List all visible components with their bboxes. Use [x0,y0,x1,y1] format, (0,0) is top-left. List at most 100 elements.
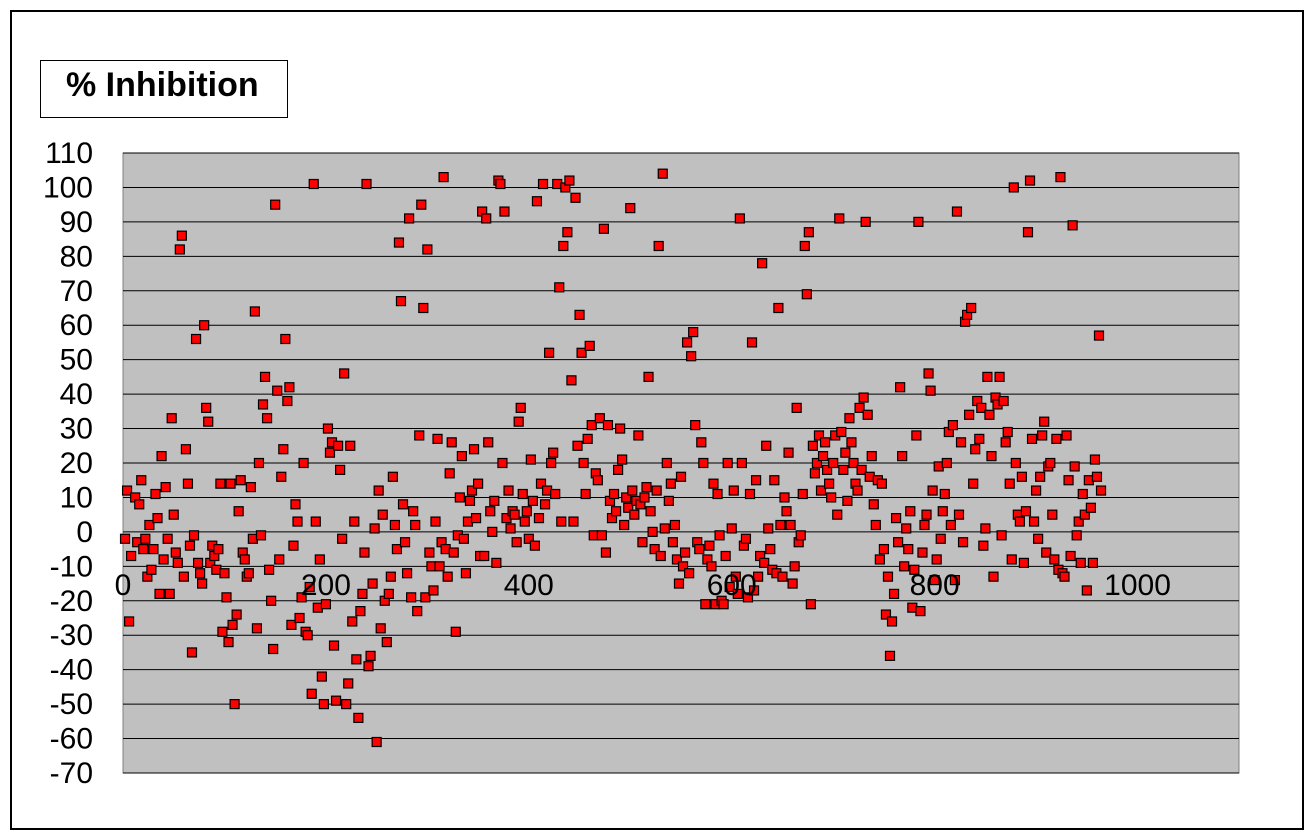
data-point [868,499,879,510]
data-point [815,485,827,496]
data-point [986,451,997,462]
data-point [917,547,928,558]
data-point [233,506,244,517]
data-point [1035,471,1046,482]
data-point [795,530,806,541]
data-point [610,506,622,517]
data-point [915,606,926,617]
data-point [357,588,368,599]
data-point [450,626,461,637]
data-point [381,637,392,648]
y-tick-label: 40 [60,378,93,411]
data-point [192,557,204,568]
data-point [294,612,305,624]
data-point [1026,433,1038,444]
data-point [235,475,246,486]
data-point [332,440,344,451]
data-point [535,478,547,489]
data-point [1018,557,1030,568]
data-point [424,547,435,558]
data-point [324,447,336,458]
data-point [686,351,697,362]
data-point [353,712,364,723]
data-point [148,544,159,555]
data-point [215,478,226,489]
data-point [537,178,549,190]
data-point [878,544,890,555]
data-point [888,588,900,599]
data-point [513,416,524,427]
data-point [1033,533,1044,544]
data-point [525,454,536,465]
data-point [517,488,528,500]
data-point [653,240,664,252]
data-point [1004,478,1015,489]
data-point [580,488,591,500]
y-tick-label: 60 [60,309,93,342]
data-point [172,557,183,568]
data-point [393,237,405,248]
data-point [791,402,802,413]
data-point [836,426,847,438]
data-points [119,168,1107,748]
data-point [596,530,607,541]
data-point [957,537,969,548]
data-point [213,544,224,555]
data-point [939,488,950,500]
data-point [821,464,833,475]
data-point [813,430,825,441]
data-point [146,564,157,575]
data-point [789,561,800,572]
data-point [681,337,693,348]
data-point [748,585,760,596]
data-point [667,537,678,548]
data-point [675,471,687,482]
data-point [819,437,831,448]
data-point [178,571,189,582]
data-point [245,482,256,493]
data-point [401,568,413,579]
data-point [308,178,319,190]
y-tick-label: -20 [50,585,93,618]
data-point [140,533,151,544]
data-point [251,623,263,634]
data-point [899,561,910,572]
data-point [290,499,301,510]
data-point [412,606,423,617]
data-point [665,478,676,489]
data-point [694,544,705,555]
data-point [495,178,506,190]
data-point [448,547,459,558]
data-point [160,482,171,493]
data-point [1063,475,1074,486]
data-point [935,533,946,544]
data-point [582,433,593,444]
data-point [564,175,575,186]
data-point [259,371,271,382]
data-point [351,654,362,665]
data-point [470,513,482,524]
data-point [880,609,892,620]
data-point [527,495,538,506]
y-tick-label: -30 [50,619,93,652]
data-point [444,468,455,479]
data-point [696,437,707,448]
data-point [276,471,287,482]
data-point [669,519,681,531]
data-point [750,475,762,486]
data-point [893,537,904,548]
data-point [629,509,640,520]
data-point [824,478,835,489]
data-point [925,385,936,396]
data-point [355,606,366,617]
data-point [1020,506,1032,517]
data-point [1071,530,1082,541]
data-point [152,513,163,524]
data-point [633,430,644,441]
data-point [704,540,715,551]
data-point [288,540,299,551]
data-point [1016,471,1027,482]
data-point [369,523,380,534]
data-point [201,402,212,413]
